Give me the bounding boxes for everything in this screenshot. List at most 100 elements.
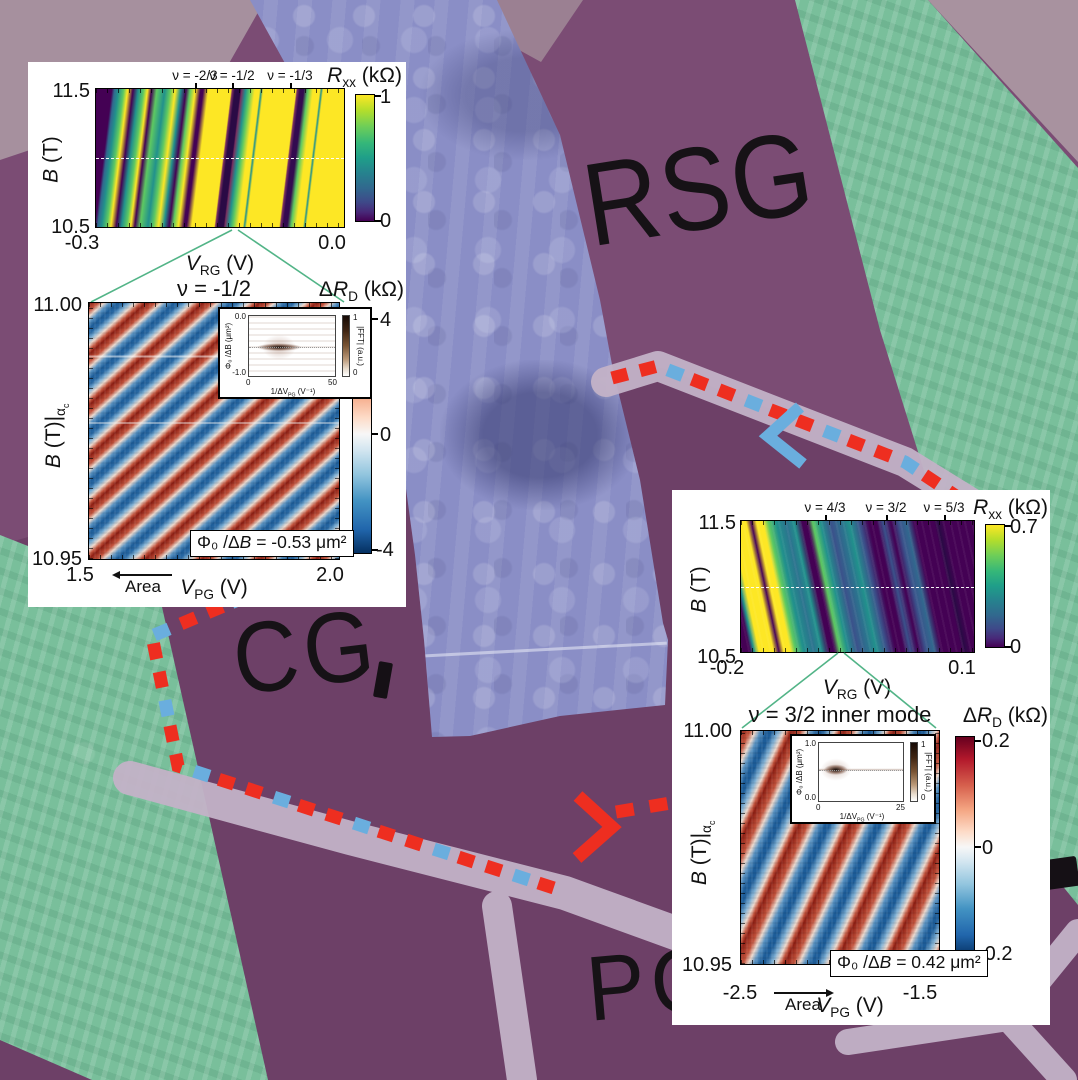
arrow-shaft [114,574,172,576]
colorbar-tick-label: 0.2 [982,730,1010,752]
x-axis-label: VRG (V) [822,676,892,703]
y-tick: 10.95 [31,548,82,570]
x-tick: 1.5 [66,564,94,586]
y-axis-label: B (T)|αc [688,820,718,886]
colorbar-title-rxx: Rxx (kΩ) [327,64,402,91]
nu-label: ν = -1/2 [209,68,255,83]
fft-guide-line [819,769,903,771]
flux-annotation: Φ₀ /ΔB = 0.42 μm² [830,950,988,977]
arrow-head-left-icon [112,570,120,579]
y-axis-label: B (T) [687,566,711,613]
nu-label: ν = -1/3 [267,68,313,83]
fft-plot [248,315,336,377]
x-tick: 0.0 [318,232,346,254]
fft-x-tick: 50 [328,378,337,387]
fft-x-tick: 0 [816,803,821,812]
minor-ticks [741,731,939,735]
minor-ticks [741,521,974,525]
fft-inset-left: 0.0 -1.0 Φ₀ /ΔB (μm²) 0 50 1/ΔVPG (V⁻¹) … [218,307,372,399]
figure-panel-right: ν = 4/3 ν = 3/2 ν = 5/3 Rxx (kΩ) 0.7 0 1… [672,490,1050,1025]
x-tick: -1.5 [902,982,938,1004]
minor-ticks [741,731,745,964]
minor-ticks [89,303,339,307]
fft-y-tick: 1.0 [804,739,816,748]
colorbar-title-rxx: Rxx (kΩ) [973,496,1048,523]
colorbar-title-drd: ΔRD (kΩ) [318,278,404,305]
plot-title: ν = -1/2 [177,276,251,301]
colorbar-viridis [355,94,375,222]
colorbar-rdbu [955,736,975,958]
fft-guide-line [249,347,335,349]
plot-title: ν = 3/2 inner mode [748,702,932,727]
fft-peak [249,316,335,376]
x-tick: 0.1 [948,657,976,679]
nu-tick [290,83,292,88]
y-tick: 11.5 [52,80,90,102]
x-tick: -0.2 [709,657,745,679]
colorbar-tick [975,740,981,742]
edge-channel-path-lower [144,568,697,897]
area-direction-arrow: Area [112,568,174,598]
minor-ticks [741,648,974,652]
area-label: Area [785,995,821,1014]
colorbar-tick-label: -4 [376,539,394,561]
rxx-colormap-left [95,88,345,228]
colorbar-viridis [985,524,1005,648]
y-tick: 10.95 [681,954,732,976]
arrow-shaft [774,992,832,994]
nu-tick [825,515,827,520]
nu-label: ν = -2/3 [172,68,218,83]
colorbar-tick-label: 1 [380,86,392,108]
colorbar-tick-label: 0 [1010,636,1022,658]
flux-annotation: Φ₀ /ΔB = -0.53 μm² [190,530,354,557]
fft-cb-tick: 1 [921,740,926,749]
fft-cb-tick: 1 [353,313,358,322]
fft-colorbar [342,315,350,377]
minor-ticks [335,303,339,559]
fft-cb-tick: 0 [921,793,926,802]
colorbar-tick [1005,525,1011,527]
colorbar-tick [375,95,381,97]
fft-y-label: Φ₀ /ΔB (μm²) [795,748,804,796]
edge-channel-path-upper [610,359,984,518]
colorbar-tick [372,549,378,551]
y-axis-label: B (T)|αc [42,403,72,469]
fft-y-label: Φ₀ /ΔB (μm²) [224,322,233,370]
y-tick: 11.5 [698,512,736,534]
colorbar-title-drd: ΔRD (kΩ) [962,704,1048,731]
x-axis-label: VRG (V) [185,252,255,279]
fft-peak [819,743,903,801]
colorbar-tick-label: 0 [380,210,392,232]
fft-inset-right: 1.0 0.0 Φ₀ /ΔB (μm²) 0 25 1/ΔVPG (V⁻¹) 1… [790,734,936,824]
fft-y-tick: -1.0 [232,368,246,377]
x-tick: 2.0 [316,564,344,586]
colorbar-tick [975,846,981,848]
fft-cb-tick: 0 [353,368,358,377]
fft-y-tick: 0.0 [234,312,246,321]
x-axis-label: VPG (V) [180,576,248,603]
fft-colorbar [910,742,918,802]
fft-plot [818,742,904,802]
x-tick: -2.5 [722,982,758,1004]
minor-ticks [89,303,93,559]
fft-x-label: 1/ΔVPG (V⁻¹) [270,387,316,399]
fft-y-tick: 0.0 [804,793,816,802]
minor-ticks [89,555,339,559]
y-tick: 10.5 [51,216,90,238]
nu-tick [944,515,946,520]
nu-tick [195,83,197,88]
nu-label: ν = 3/2 [865,500,907,515]
y-axis-label: B (T) [39,136,63,183]
nu-label: ν = 4/3 [804,500,846,515]
colorbar-tick [1005,646,1011,648]
colorbar-tick-label: 0 [982,837,994,859]
minor-ticks [935,731,939,964]
colorbar-tick-label: 4 [380,309,392,331]
fft-x-label: 1/ΔVPG (V⁻¹) [839,812,885,824]
arrow-head-right-icon [826,988,834,997]
nu-tick [886,515,888,520]
blue-arrowhead [758,402,807,469]
y-tick: 10.5 [697,646,736,668]
colorbar-tick-label: 0.7 [1010,516,1038,538]
